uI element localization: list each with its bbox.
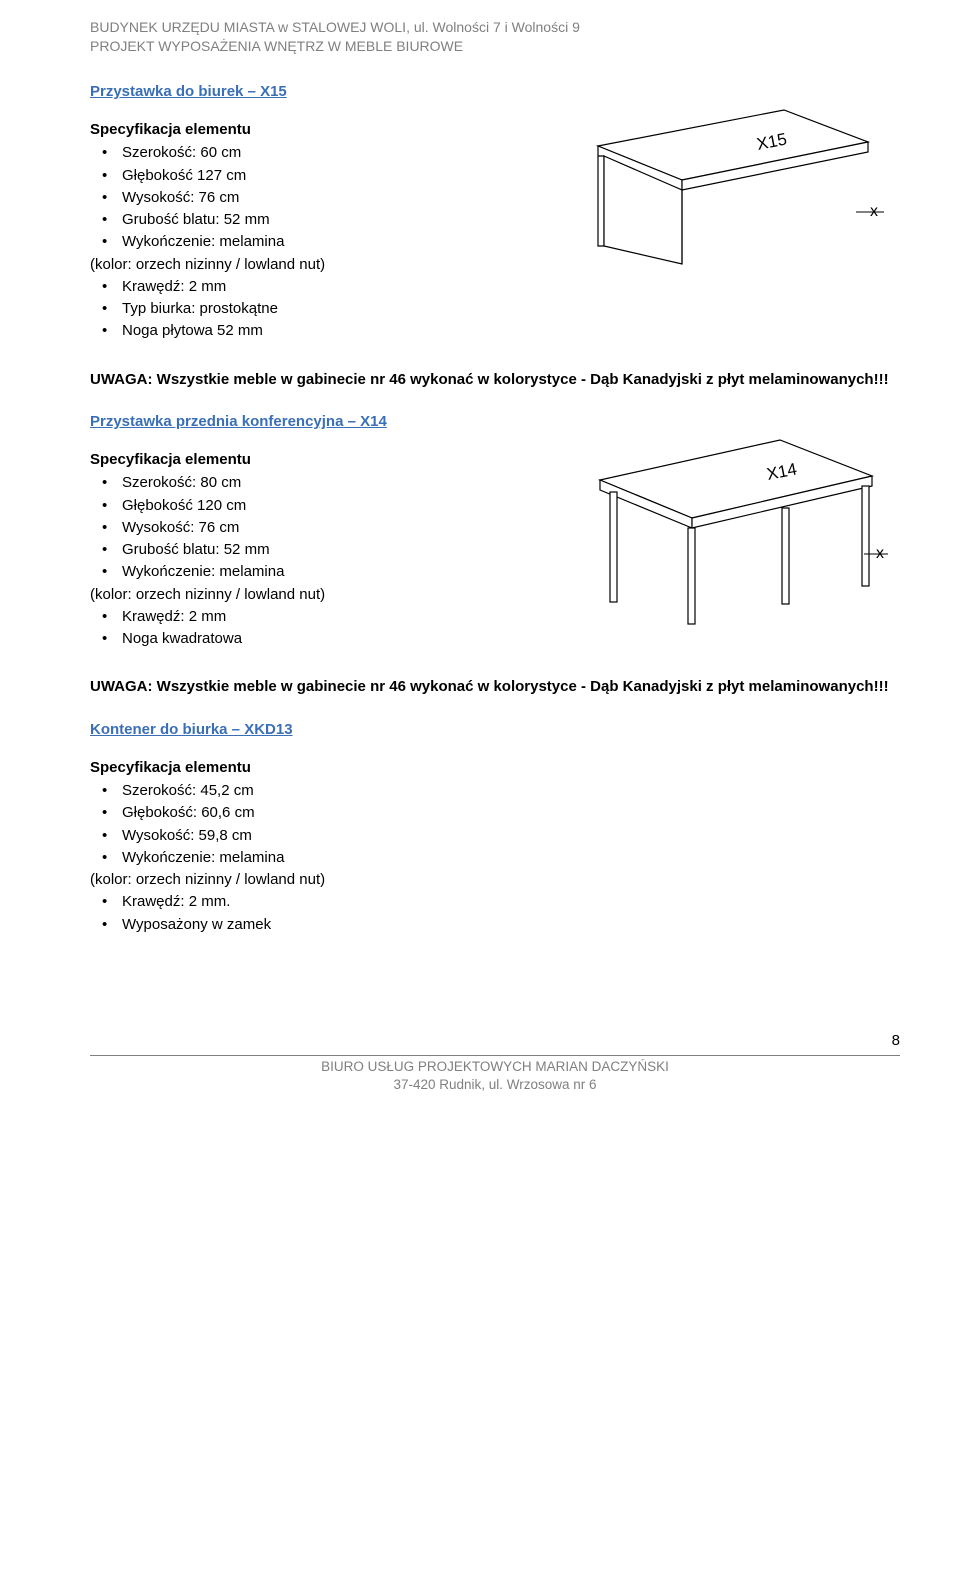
section-x15: Przystawka do biurek – X15 Specyfikacja … <box>90 82 900 360</box>
spec-list-x14: Szerokość: 80 cm Głębokość 120 cm Wysoko… <box>90 473 544 649</box>
spec-item: Grubość blatu: 52 mm <box>90 540 544 560</box>
spec-list-x15: Szerokość: 60 cm Głębokość 127 cm Wysoko… <box>90 143 544 341</box>
page-header: BUDYNEK URZĘDU MIASTA w STALOWEJ WOLI, u… <box>90 18 900 56</box>
footer-divider <box>90 1055 900 1056</box>
page-number: 8 <box>892 1031 900 1051</box>
note-x14: UWAGA: Wszystkie meble w gabinecie nr 46… <box>90 677 900 697</box>
spec-item: Wysokość: 76 cm <box>90 188 544 208</box>
spec-item: Szerokość: 80 cm <box>90 473 544 493</box>
spec-item: Wysokość: 76 cm <box>90 518 544 538</box>
spec-item: Noga kwadratowa <box>90 629 544 649</box>
section-x14: Przystawka przednia konferencyjna – X14 … <box>90 412 900 668</box>
desk-x14-icon: X14 x <box>570 418 890 638</box>
spec-item: (kolor: orzech nizinny / lowland nut) <box>90 585 544 605</box>
spec-item: Wysokość: 59,8 cm <box>90 826 900 846</box>
spec-subheading: Specyfikacja elementu <box>90 450 544 470</box>
diagram-x15: X15 x <box>560 82 900 278</box>
footer-line1: BIURO USŁUG PROJEKTOWYCH MARIAN DACZYŃSK… <box>90 1058 900 1076</box>
spec-item: Głębokość: 60,6 cm <box>90 803 900 823</box>
spec-item: Wykończenie: melamina <box>90 848 900 868</box>
spec-item: Głębokość 120 cm <box>90 496 544 516</box>
note-x15: UWAGA: Wszystkie meble w gabinecie nr 46… <box>90 370 900 390</box>
spec-list-xkd13: Szerokość: 45,2 cm Głębokość: 60,6 cm Wy… <box>90 781 900 935</box>
spec-subheading: Specyfikacja elementu <box>90 758 900 778</box>
section-title-xkd13: Kontener do biurka – XKD13 <box>90 720 900 740</box>
spec-item: Wykończenie: melamina <box>90 562 544 582</box>
footer-line2: 37-420 Rudnik, ul. Wrzosowa nr 6 <box>90 1076 900 1094</box>
section-title-x15: Przystawka do biurek – X15 <box>90 82 544 102</box>
spec-item: Wyposażony w zamek <box>90 915 900 935</box>
header-line2: PROJEKT WYPOSAŻENIA WNĘTRZ W MEBLE BIURO… <box>90 37 900 56</box>
page-footer: 8 BIURO USŁUG PROJEKTOWYCH MARIAN DACZYŃ… <box>90 1055 900 1094</box>
spec-subheading: Specyfikacja elementu <box>90 120 544 140</box>
header-line1: BUDYNEK URZĘDU MIASTA w STALOWEJ WOLI, u… <box>90 18 900 37</box>
spec-item: Głębokość 127 cm <box>90 166 544 186</box>
spec-item: (kolor: orzech nizinny / lowland nut) <box>90 255 544 275</box>
section-xkd13: Kontener do biurka – XKD13 Specyfikacja … <box>90 720 900 935</box>
spec-item: Szerokość: 60 cm <box>90 143 544 163</box>
diagram-x14: X14 x <box>560 412 900 638</box>
spec-item: Krawędź: 2 mm <box>90 607 544 627</box>
section-title-x14: Przystawka przednia konferencyjna – X14 <box>90 412 544 432</box>
spec-item: Grubość blatu: 52 mm <box>90 210 544 230</box>
spec-item: (kolor: orzech nizinny / lowland nut) <box>90 870 900 890</box>
spec-item: Typ biurka: prostokątne <box>90 299 544 319</box>
desk-x15-icon: X15 x <box>570 88 890 278</box>
spec-item: Noga płytowa 52 mm <box>90 321 544 341</box>
spec-item: Szerokość: 45,2 cm <box>90 781 900 801</box>
spec-item: Krawędź: 2 mm <box>90 277 544 297</box>
spec-item: Wykończenie: melamina <box>90 232 544 252</box>
spec-item: Krawędź: 2 mm. <box>90 892 900 912</box>
